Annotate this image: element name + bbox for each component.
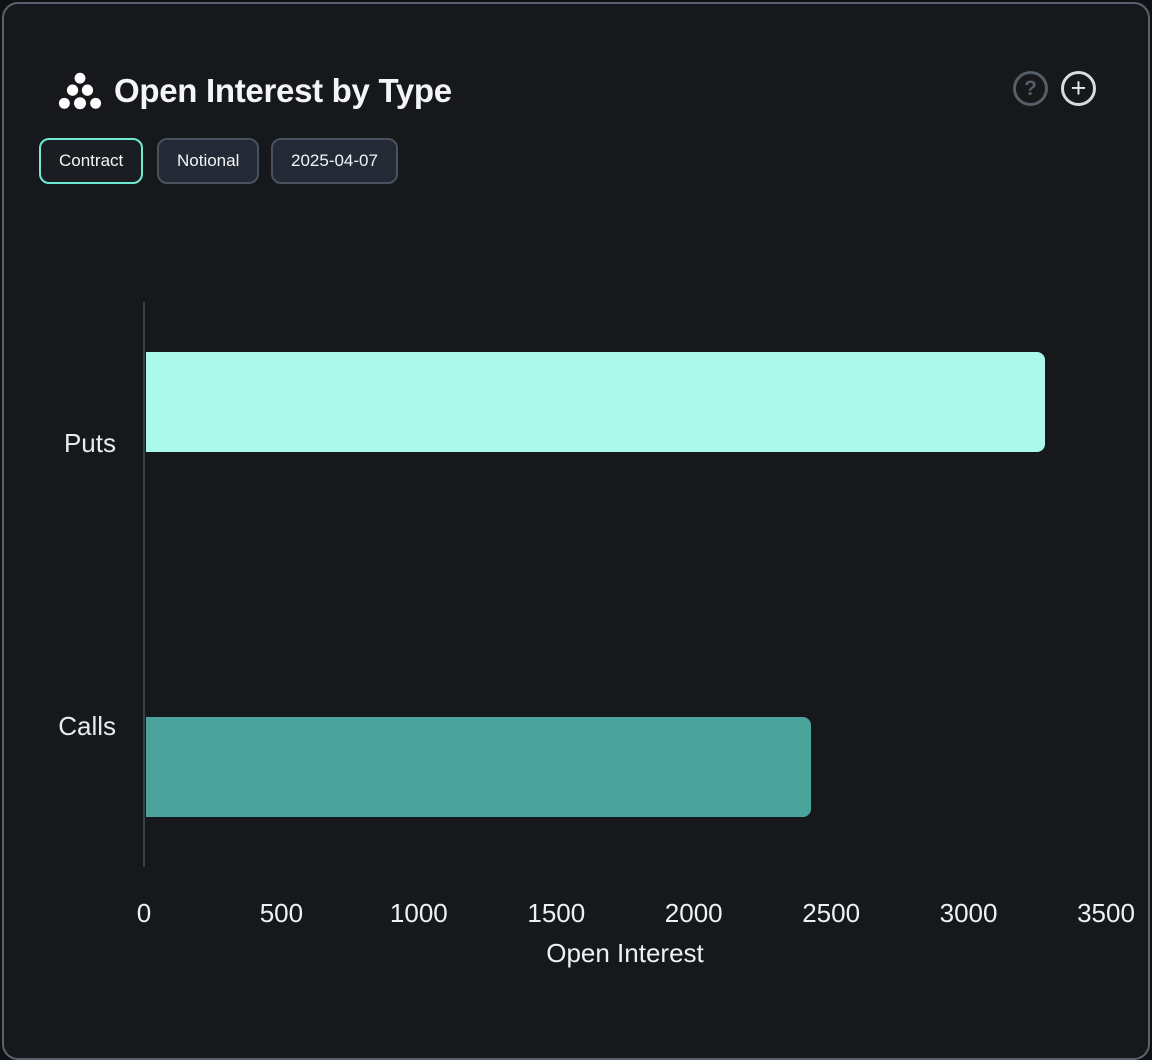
x-tick-label: 3000: [939, 898, 998, 928]
x-tick-label: 3500: [1077, 898, 1135, 928]
x-tick-label: 2500: [802, 898, 861, 928]
bar-calls: [146, 716, 811, 817]
cluster-pyramid-icon: [58, 72, 102, 110]
y-tick-label-calls: Calls: [58, 710, 116, 741]
x-tick-label: 1000: [389, 898, 448, 928]
x-tick-label: 500: [259, 898, 304, 928]
help-button[interactable]: ?: [1013, 71, 1048, 106]
add-button[interactable]: +: [1061, 71, 1096, 106]
page-title: Open Interest by Type: [114, 72, 452, 109]
y-tick-label-puts: Puts: [63, 428, 116, 459]
bar-chart: Open Interest Puts Calls 0 500 1000 1500 2000 2…: [4, 4, 1148, 1058]
x-axis-title: Open Interest: [546, 938, 704, 968]
bar-puts: [146, 352, 1045, 453]
date-picker-button[interactable]: 2025-04-07: [271, 138, 398, 184]
plus-icon: +: [1070, 73, 1087, 103]
toggle-contract[interactable]: Contract: [39, 138, 144, 184]
question-icon: ?: [1024, 77, 1037, 100]
x-tick-label: 2000: [664, 898, 723, 928]
y-axis-line: [143, 302, 145, 867]
toggle-notional[interactable]: Notional: [157, 138, 260, 184]
x-tick-label: 1500: [527, 898, 586, 928]
x-tick-label: 0: [136, 898, 152, 928]
